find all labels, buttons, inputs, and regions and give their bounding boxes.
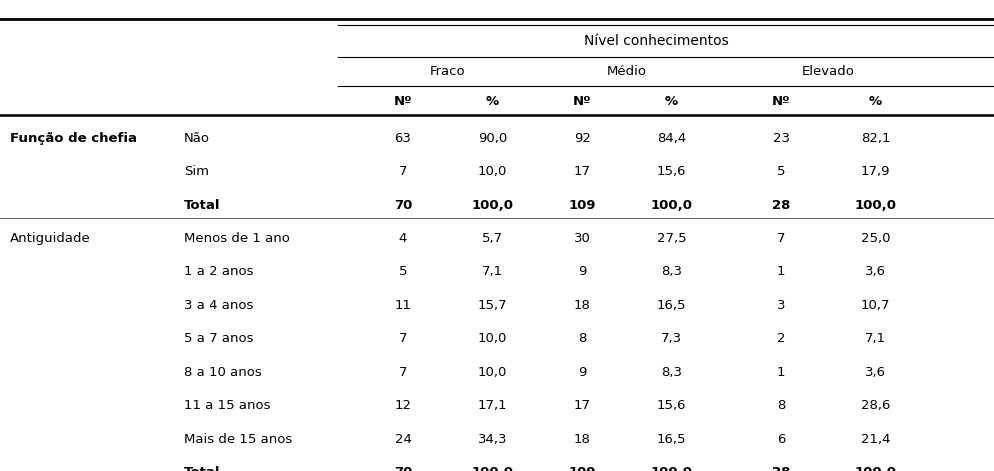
Text: 15,7: 15,7 — [477, 299, 507, 312]
Text: 7,1: 7,1 — [481, 265, 503, 278]
Text: 70: 70 — [394, 466, 412, 471]
Text: 63: 63 — [395, 131, 411, 145]
Text: 15,6: 15,6 — [656, 399, 686, 412]
Text: 7,3: 7,3 — [660, 332, 682, 345]
Text: 28: 28 — [771, 198, 789, 211]
Text: 8,3: 8,3 — [660, 265, 682, 278]
Text: 3 a 4 anos: 3 a 4 anos — [184, 299, 253, 312]
Text: Total: Total — [184, 466, 221, 471]
Text: Antiguidade: Antiguidade — [10, 232, 90, 245]
Text: Função de chefia: Função de chefia — [10, 131, 137, 145]
Text: 100,0: 100,0 — [471, 466, 513, 471]
Text: 100,0: 100,0 — [471, 198, 513, 211]
Text: Nível conhecimentos: Nível conhecimentos — [583, 34, 729, 49]
Text: %: % — [485, 95, 499, 108]
Text: 30: 30 — [574, 232, 589, 245]
Text: 34,3: 34,3 — [477, 432, 507, 446]
Text: 23: 23 — [771, 131, 789, 145]
Text: 92: 92 — [574, 131, 589, 145]
Text: 8: 8 — [578, 332, 585, 345]
Text: 10,0: 10,0 — [477, 165, 507, 178]
Text: 18: 18 — [574, 299, 589, 312]
Text: 2: 2 — [776, 332, 784, 345]
Text: 4: 4 — [399, 232, 407, 245]
Text: 9: 9 — [578, 265, 585, 278]
Text: 21,4: 21,4 — [860, 432, 890, 446]
Text: 11: 11 — [394, 299, 412, 312]
Text: 7: 7 — [399, 365, 407, 379]
Text: 3,6: 3,6 — [864, 365, 886, 379]
Text: 100,0: 100,0 — [854, 198, 896, 211]
Text: 90,0: 90,0 — [477, 131, 507, 145]
Text: 3,6: 3,6 — [864, 265, 886, 278]
Text: 10,0: 10,0 — [477, 365, 507, 379]
Text: 16,5: 16,5 — [656, 299, 686, 312]
Text: 18: 18 — [574, 432, 589, 446]
Text: 5: 5 — [399, 265, 407, 278]
Text: 17: 17 — [573, 165, 590, 178]
Text: Nº: Nº — [771, 95, 789, 108]
Text: 3: 3 — [776, 299, 784, 312]
Text: Elevado: Elevado — [801, 65, 854, 78]
Text: 8,3: 8,3 — [660, 365, 682, 379]
Text: 28,6: 28,6 — [860, 399, 890, 412]
Text: 27,5: 27,5 — [656, 232, 686, 245]
Text: Menos de 1 ano: Menos de 1 ano — [184, 232, 289, 245]
Text: 17,1: 17,1 — [477, 399, 507, 412]
Text: 11 a 15 anos: 11 a 15 anos — [184, 399, 270, 412]
Text: Fraco: Fraco — [429, 65, 465, 78]
Text: 7,1: 7,1 — [864, 332, 886, 345]
Text: 17: 17 — [573, 399, 590, 412]
Text: 82,1: 82,1 — [860, 131, 890, 145]
Text: 17,9: 17,9 — [860, 165, 890, 178]
Text: 5,7: 5,7 — [481, 232, 503, 245]
Text: 25,0: 25,0 — [860, 232, 890, 245]
Text: 100,0: 100,0 — [854, 466, 896, 471]
Text: 84,4: 84,4 — [656, 131, 686, 145]
Text: 70: 70 — [394, 198, 412, 211]
Text: 7: 7 — [776, 232, 784, 245]
Text: 16,5: 16,5 — [656, 432, 686, 446]
Text: Médio: Médio — [606, 65, 646, 78]
Text: 8: 8 — [776, 399, 784, 412]
Text: 100,0: 100,0 — [650, 466, 692, 471]
Text: 5: 5 — [776, 165, 784, 178]
Text: 9: 9 — [578, 365, 585, 379]
Text: 24: 24 — [395, 432, 411, 446]
Text: 15,6: 15,6 — [656, 165, 686, 178]
Text: %: % — [868, 95, 882, 108]
Text: Sim: Sim — [184, 165, 209, 178]
Text: 10,7: 10,7 — [860, 299, 890, 312]
Text: 109: 109 — [568, 466, 595, 471]
Text: 8 a 10 anos: 8 a 10 anos — [184, 365, 261, 379]
Text: 1: 1 — [776, 265, 784, 278]
Text: 28: 28 — [771, 466, 789, 471]
Text: Total: Total — [184, 198, 221, 211]
Text: 1 a 2 anos: 1 a 2 anos — [184, 265, 253, 278]
Text: 10,0: 10,0 — [477, 332, 507, 345]
Text: 12: 12 — [394, 399, 412, 412]
Text: Nº: Nº — [394, 95, 412, 108]
Text: %: % — [664, 95, 678, 108]
Text: 7: 7 — [399, 165, 407, 178]
Text: 1: 1 — [776, 365, 784, 379]
Text: 109: 109 — [568, 198, 595, 211]
Text: 100,0: 100,0 — [650, 198, 692, 211]
Text: 6: 6 — [776, 432, 784, 446]
Text: Mais de 15 anos: Mais de 15 anos — [184, 432, 292, 446]
Text: 5 a 7 anos: 5 a 7 anos — [184, 332, 253, 345]
Text: 7: 7 — [399, 332, 407, 345]
Text: Não: Não — [184, 131, 210, 145]
Text: Nº: Nº — [573, 95, 590, 108]
